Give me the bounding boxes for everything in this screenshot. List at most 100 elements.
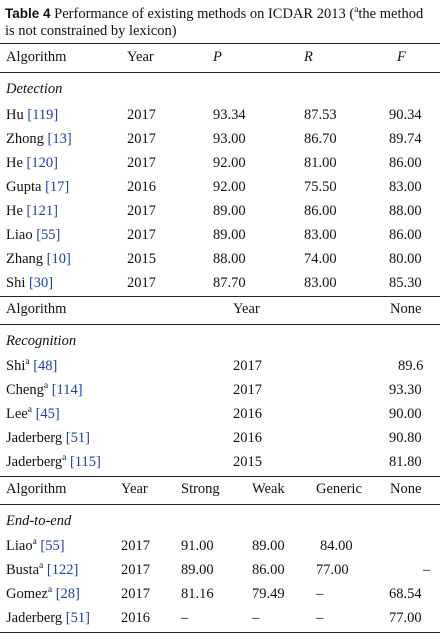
algorithm-cell: Hu [119] <box>6 107 58 124</box>
r-cell: 86.70 <box>304 131 337 147</box>
caption-sup: a <box>354 5 359 15</box>
caption-label: Table 4 <box>5 5 51 21</box>
algorithm-name: He <box>6 155 23 171</box>
unconstrained-marker: a <box>39 561 44 572</box>
reference-link[interactable]: [55] <box>40 538 65 554</box>
year-cell: 2017 <box>121 562 150 578</box>
none-cell: 90.00 <box>389 406 422 422</box>
rule-top <box>0 43 440 44</box>
rule-end-to-end-top <box>0 476 440 477</box>
year-cell: 2017 <box>127 131 156 147</box>
year-cell: 2016 <box>127 179 156 195</box>
algorithm-cell: Bustaa [122] <box>6 561 79 579</box>
f-cell: 88.00 <box>389 203 422 219</box>
reference-link[interactable]: [120] <box>26 155 58 171</box>
generic-cell: 84.00 <box>320 538 353 554</box>
reference-link[interactable]: [45] <box>35 406 60 422</box>
generic-cell: 77.00 <box>316 562 349 578</box>
header-algorithm: Algorithm <box>6 49 67 65</box>
reference-link[interactable]: [119] <box>27 107 59 123</box>
algorithm-cell: Shi [30] <box>6 275 53 292</box>
none-cell: 93.30 <box>389 382 422 398</box>
algorithm-name: Cheng <box>6 382 44 398</box>
header-strong: Strong <box>181 481 220 497</box>
r-cell: 83.00 <box>304 227 337 243</box>
header-year: Year <box>233 301 260 317</box>
algorithm-name: Gomez <box>6 586 48 602</box>
table-row: Jaderberg [51] 2016 90.80 <box>0 430 440 454</box>
unconstrained-marker: a <box>47 585 53 596</box>
header-none: None <box>390 481 422 497</box>
year-cell: 2017 <box>121 586 150 602</box>
end-to-end-header-row: Algorithm Year Strong Weak Generic None <box>0 481 440 505</box>
table-row: Gupta [17] 2016 92.00 75.50 83.00 <box>0 179 440 203</box>
r-cell: 81.00 <box>304 155 337 171</box>
p-cell: 87.70 <box>213 275 246 291</box>
table-row: Bustaa [122] 2017 89.00 86.00 77.00 – <box>0 561 440 586</box>
header-none: None <box>390 301 422 317</box>
p-cell: 89.00 <box>213 203 246 219</box>
table-row: Zhang [10] 2015 88.00 74.00 80.00 <box>0 251 440 275</box>
caption-text-b: the method is not constrained by lexicon… <box>5 5 424 39</box>
recognition-header-row: Algorithm Year None <box>0 301 440 325</box>
p-cell: 92.00 <box>213 179 246 195</box>
strong-cell: 91.00 <box>181 538 214 554</box>
header-weak: Weak <box>252 481 285 497</box>
header-p: P <box>213 49 222 65</box>
reference-link[interactable]: [13] <box>47 131 72 147</box>
strong-cell: 81.16 <box>181 586 214 602</box>
year-cell: 2016 <box>121 610 150 626</box>
header-year: Year <box>127 49 154 65</box>
section-end-to-end: End-to-end <box>6 513 72 529</box>
header-r: R <box>304 49 313 65</box>
p-cell: 93.00 <box>213 131 246 147</box>
detection-header-row: Algorithm Year P R F <box>0 49 440 73</box>
f-cell: 86.00 <box>389 227 422 243</box>
algorithm-name: Hu <box>6 107 24 123</box>
unconstrained-marker: a <box>43 381 49 392</box>
rule-recognition-header <box>0 324 440 325</box>
reference-link[interactable]: [115] <box>69 454 101 470</box>
reference-link[interactable]: [114] <box>51 382 83 398</box>
reference-link[interactable]: [28] <box>55 586 80 602</box>
table-row: Shia [48] 2017 89.6 <box>0 357 440 382</box>
r-cell: 75.50 <box>304 179 337 195</box>
p-cell: 92.00 <box>213 155 246 171</box>
header-generic: Generic <box>316 481 362 497</box>
p-cell: 93.34 <box>213 107 246 123</box>
header-year: Year <box>121 481 148 497</box>
year-cell: 2017 <box>121 538 150 554</box>
section-detection: Detection <box>6 81 63 97</box>
none-cell: 89.6 <box>398 358 424 374</box>
reference-link[interactable]: [48] <box>33 358 58 374</box>
none-cell: 81.80 <box>389 454 422 470</box>
unconstrained-marker: a <box>27 405 32 416</box>
reference-link[interactable]: [51] <box>65 610 90 626</box>
reference-link[interactable]: [30] <box>28 275 54 291</box>
reference-link[interactable]: [10] <box>46 251 71 267</box>
reference-link[interactable]: [122] <box>46 562 79 578</box>
r-cell: 87.53 <box>304 107 337 123</box>
algorithm-cell: Liaoa [55] <box>6 537 65 555</box>
r-cell: 83.00 <box>304 275 337 291</box>
generic-cell: – <box>316 586 324 602</box>
table-row: Leea [45] 2016 90.00 <box>0 405 440 430</box>
reference-link[interactable]: [51] <box>65 430 90 446</box>
header-algorithm: Algorithm <box>6 301 67 317</box>
algorithm-cell: Gomeza [28] <box>6 585 80 603</box>
algorithm-name: Gupta <box>6 179 42 195</box>
f-cell: 83.00 <box>389 179 422 195</box>
algorithm-name: Lee <box>6 406 28 422</box>
generic-cell: – <box>316 610 324 626</box>
rule-end-to-end-header <box>0 504 440 505</box>
f-cell: 80.00 <box>389 251 422 267</box>
algorithm-name: Zhong <box>6 131 44 147</box>
reference-link[interactable]: [121] <box>26 203 58 219</box>
none-cell: – <box>423 562 431 578</box>
rule-bottom <box>0 632 440 633</box>
algorithm-cell: Jaderberg [51] <box>6 430 90 447</box>
table-row: He [120] 2017 92.00 81.00 86.00 <box>0 155 440 179</box>
reference-link[interactable]: [55] <box>36 227 61 243</box>
reference-link[interactable]: [17] <box>45 179 70 195</box>
table-row: Zhong [13] 2017 93.00 86.70 89.74 <box>0 131 440 155</box>
